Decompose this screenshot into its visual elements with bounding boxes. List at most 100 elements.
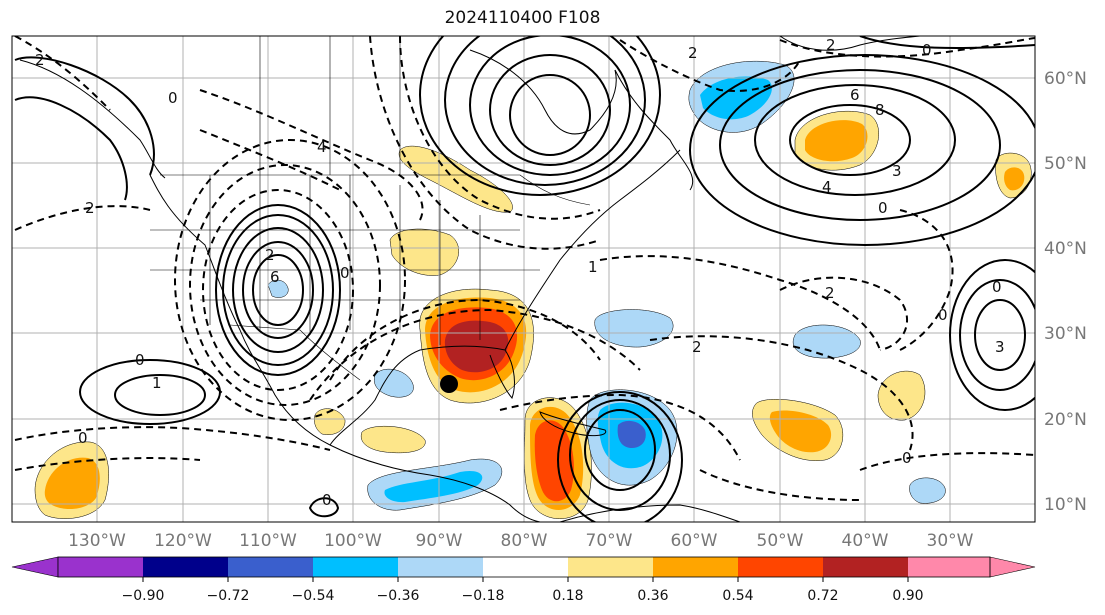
contour-label: 0 [168, 89, 178, 107]
east-atlantic-low-contour-2 [959, 279, 1035, 391]
dashed-trough-2 [199, 129, 341, 191]
lon-label: 70°W [586, 531, 633, 551]
solid-contours [14, 36, 1035, 522]
contour-label: 1 [588, 258, 598, 276]
dashed-west-trough [14, 205, 151, 231]
dashed-low-ring-2 [189, 164, 381, 406]
colorbar-tick-label: −0.54 [292, 588, 335, 604]
north-canada-contour-3 [469, 36, 631, 176]
us-canada-border [160, 174, 591, 206]
latitude-labels: 60°N 50°N 40°N 30°N 20°N 10°N [1044, 69, 1087, 515]
florida [489, 349, 515, 399]
colorbar-segment [228, 557, 313, 577]
dashed-low-ring-3 [174, 139, 406, 421]
atlantic-high-contour-1 [789, 104, 911, 176]
contour-label: 0 [992, 278, 1002, 296]
colorbar-tick-label: 0.18 [552, 588, 583, 604]
contour-label: 2 [85, 199, 95, 217]
lon-label: 30°W [927, 531, 974, 551]
contour-label: 0 [902, 449, 912, 467]
north-canada-contour-4 [444, 36, 646, 186]
pacific-contour-1 [114, 374, 206, 416]
contour-label: 4 [317, 138, 327, 156]
coastlines [19, 36, 921, 522]
political-borders [150, 36, 591, 381]
low-center-contour-4 [222, 214, 334, 366]
central-america-negative-core [384, 470, 483, 503]
colorbar-ticks [142, 577, 909, 582]
dashed-atlantic-1 [599, 255, 881, 351]
contour-label: 6 [850, 86, 860, 104]
contour-label: 0 [878, 199, 888, 217]
contour-label: 3 [892, 162, 902, 180]
low-center-contour-1 [252, 254, 304, 326]
lon-label: 130°W [68, 531, 126, 551]
north-america-west-coast [149, 174, 331, 446]
contour-label: 4 [822, 178, 832, 196]
colorbar-tick-label: 0.54 [722, 588, 753, 604]
caribbean-low-contour-1 [584, 409, 656, 491]
lat-label: 50°N [1044, 154, 1087, 174]
yucatan-anomaly [360, 426, 426, 454]
low-center-contour-2 [242, 241, 314, 339]
contour-label: 3 [995, 338, 1005, 356]
storm-center-dot [440, 375, 458, 393]
caribbean-negative-royalblue [617, 420, 646, 448]
us-mexico-border [229, 324, 361, 381]
colorbar-segment [908, 557, 990, 577]
caribbean-low-contour-3 [557, 391, 683, 522]
colorbar-segment [738, 557, 823, 577]
lon-label: 120°W [154, 531, 212, 551]
lat-label: 30°N [1044, 324, 1087, 344]
lon-label: 40°W [842, 531, 889, 551]
dashed-caribbean [499, 393, 741, 461]
hudson-bay [469, 49, 617, 135]
colorbar-tick-label: −0.36 [377, 588, 420, 604]
colorbar-tick-label: 0.72 [807, 588, 838, 604]
colorbar-high-extend [989, 556, 1036, 578]
dashed-northwest [14, 36, 111, 111]
colorbar-segment [568, 557, 653, 577]
lon-label: 80°W [501, 531, 548, 551]
caribbean-low-contour-2 [569, 399, 671, 511]
contour-label: 6 [270, 268, 280, 286]
dashed-southwest [14, 426, 331, 451]
north-canada-contour-2 [489, 54, 611, 166]
dashed-labrador [619, 39, 801, 92]
colorbar-frame [57, 556, 991, 578]
colorbar-tick-label: −0.18 [462, 588, 505, 604]
colorbar-segment [143, 557, 228, 577]
lon-label: 50°W [757, 531, 804, 551]
northwest-contour [14, 56, 155, 176]
far-east-anomaly-core [1004, 167, 1025, 191]
colorbar-segment [58, 557, 143, 577]
atlantic-high-contour-4 [689, 54, 1035, 246]
contour-label: 2 [265, 246, 275, 264]
map-title: 2024110400 F108 [444, 8, 601, 28]
colorbar-segment [823, 557, 908, 577]
mid-east-anomaly [877, 370, 926, 421]
dashed-gulf-ring-2 [309, 308, 641, 401]
northwest-contour-2 [14, 96, 128, 201]
east-atlantic-low-contour-1 [974, 299, 1026, 371]
mid-atlantic-negative [594, 309, 674, 348]
contour-label: 0 [938, 306, 948, 324]
midwest-anomaly [389, 228, 459, 276]
caribbean-anomaly-orangered [534, 420, 574, 502]
gulf-coast [329, 345, 506, 446]
north-canada-contour-1 [509, 74, 591, 156]
pacific-negative-small [267, 279, 289, 298]
contour-label: 8 [875, 101, 885, 119]
dashed-atlantic-3 [779, 276, 909, 351]
south-east-negative [909, 477, 946, 504]
colorbar-segment [313, 557, 398, 577]
east-coast [504, 149, 681, 351]
labrador-negative-core [700, 76, 772, 120]
contour-label: 1 [152, 374, 162, 392]
dashed-canada-ring-2 [369, 36, 601, 250]
lat-label: 20°N [1044, 410, 1087, 430]
small-loop [308, 497, 340, 518]
colorbar: −0.90 −0.72 −0.54 −0.36 −0.18 0.18 0.36 … [11, 556, 1036, 604]
contour-label: 0 [322, 491, 332, 509]
